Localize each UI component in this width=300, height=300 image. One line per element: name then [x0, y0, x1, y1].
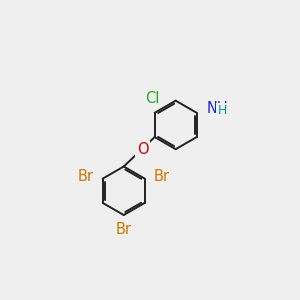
Text: Br: Br [116, 222, 132, 237]
Text: H: H [218, 104, 227, 117]
Text: Br: Br [77, 169, 94, 184]
Text: O: O [136, 142, 148, 158]
Text: NH: NH [206, 101, 228, 116]
Text: Br: Br [154, 169, 170, 184]
Text: Cl: Cl [145, 91, 160, 106]
